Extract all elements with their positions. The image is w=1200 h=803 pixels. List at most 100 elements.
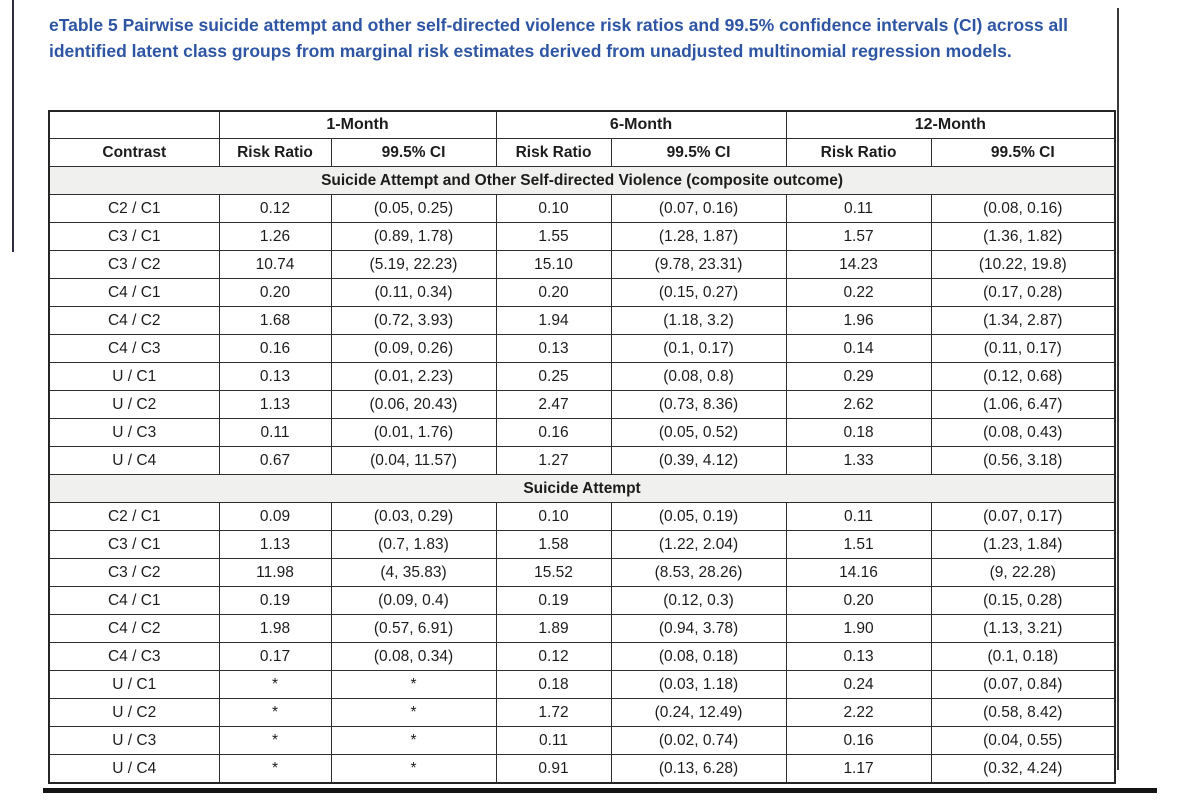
- ci-cell: (0.12, 0.68): [930, 362, 1116, 391]
- ci-cell: (0.7, 1.83): [330, 530, 497, 559]
- table-row: C3 / C2 10.74 (5.19, 22.23) 15.10 (9.78, 23.…: [48, 250, 1116, 279]
- ci-cell: (1.06, 6.47): [930, 390, 1116, 419]
- risk-ratio-cell: 0.11: [218, 418, 332, 447]
- month-header-1: 1-Month: [218, 110, 497, 139]
- risk-ratio-cell: 14.16: [785, 558, 932, 587]
- contrast-cell: U / C4: [48, 754, 220, 784]
- risk-ratio-cell: 1.13: [218, 390, 332, 419]
- risk-ratio-cell: 0.11: [495, 726, 612, 755]
- contrast-cell: C3 / C1: [48, 222, 220, 251]
- risk-ratio-cell: 0.14: [785, 334, 932, 363]
- ci-cell: (0.73, 8.36): [610, 390, 787, 419]
- risk-ratio-cell: *: [218, 726, 332, 755]
- ci-cell: (0.09, 0.26): [330, 334, 497, 363]
- risk-ratio-cell: 0.20: [785, 586, 932, 615]
- risk-ratio-cell: 0.13: [495, 334, 612, 363]
- ci-cell: (0.56, 3.18): [930, 446, 1116, 475]
- contrast-cell: C2 / C1: [48, 502, 220, 531]
- month-header-row: 1-Month 6-Month 12-Month: [48, 110, 1116, 139]
- risk-ratio-cell: 1.58: [495, 530, 612, 559]
- right-margin-line: [1117, 8, 1119, 770]
- ci-cell: (0.12, 0.3): [610, 586, 787, 615]
- table-row: U / C3 0.11 (0.01, 1.76) 0.16 (0.05, 0.52) 0.…: [48, 418, 1116, 447]
- left-margin-line: [12, 0, 14, 252]
- table-row: U / C1 0.13 (0.01, 2.23) 0.25 (0.08, 0.8) 0.2…: [48, 362, 1116, 391]
- risk-ratio-cell: *: [218, 698, 332, 727]
- ci-cell: (9, 22.28): [930, 558, 1116, 587]
- ci-cell: (0.08, 0.18): [610, 642, 787, 671]
- risk-ratio-cell: 15.52: [495, 558, 612, 587]
- ci-cell: (9.78, 23.31): [610, 250, 787, 279]
- table-row: C3 / C1 1.26 (0.89, 1.78) 1.55 (1.28, 1.87) 1…: [48, 222, 1116, 251]
- ci-cell: (1.18, 3.2): [610, 306, 787, 335]
- table-row: C4 / C1 0.20 (0.11, 0.34) 0.20 (0.15, 0.27) 0…: [48, 278, 1116, 307]
- table-row: C4 / C2 1.98 (0.57, 6.91) 1.89 (0.94, 3.78) 1…: [48, 614, 1116, 643]
- risk-ratio-cell: 0.18: [785, 418, 932, 447]
- ci-cell: (10.22, 19.8): [930, 250, 1116, 279]
- ci-cell: (0.15, 0.27): [610, 278, 787, 307]
- ci-cell: (0.1, 0.17): [610, 334, 787, 363]
- risk-ratio-cell: 0.19: [218, 586, 332, 615]
- risk-ratio-cell: 0.16: [785, 726, 932, 755]
- month-header-12: 12-Month: [785, 110, 1116, 139]
- ci-cell: (4, 35.83): [330, 558, 497, 587]
- ci-cell: (0.13, 6.28): [610, 754, 787, 784]
- risk-ratio-cell: 1.98: [218, 614, 332, 643]
- risk-ratio-header: Risk Ratio: [218, 138, 332, 167]
- risk-ratio-cell: *: [218, 670, 332, 699]
- ci-cell: (0.58, 8.42): [930, 698, 1116, 727]
- risk-ratio-cell: 0.13: [218, 362, 332, 391]
- ci-cell: (0.07, 0.16): [610, 194, 787, 223]
- risk-ratio-cell: 0.24: [785, 670, 932, 699]
- ci-cell: (0.04, 11.57): [330, 446, 497, 475]
- ci-cell: (0.1, 0.18): [930, 642, 1116, 671]
- ci-cell: *: [330, 698, 497, 727]
- contrast-cell: C3 / C1: [48, 530, 220, 559]
- risk-ratio-cell: 1.72: [495, 698, 612, 727]
- risk-ratio-cell: 1.89: [495, 614, 612, 643]
- ci-cell: *: [330, 670, 497, 699]
- contrast-cell: C4 / C2: [48, 306, 220, 335]
- contrast-cell: C4 / C1: [48, 586, 220, 615]
- risk-ratio-cell: 1.57: [785, 222, 932, 251]
- ci-cell: (1.22, 2.04): [610, 530, 787, 559]
- ci-cell: (0.08, 0.43): [930, 418, 1116, 447]
- ci-cell: (0.39, 4.12): [610, 446, 787, 475]
- ci-cell: (1.13, 3.21): [930, 614, 1116, 643]
- risk-ratio-cell: 0.20: [495, 278, 612, 307]
- ci-header: 99.5% CI: [610, 138, 787, 167]
- ci-cell: (0.03, 1.18): [610, 670, 787, 699]
- ci-cell: (0.11, 0.34): [330, 278, 497, 307]
- risk-ratio-cell: 0.09: [218, 502, 332, 531]
- ci-cell: (0.01, 1.76): [330, 418, 497, 447]
- risk-ratio-cell: 0.25: [495, 362, 612, 391]
- ci-cell: (0.08, 0.8): [610, 362, 787, 391]
- table-row: C4 / C1 0.19 (0.09, 0.4) 0.19 (0.12, 0.3) 0.2…: [48, 586, 1116, 615]
- risk-ratio-cell: 0.17: [218, 642, 332, 671]
- ci-cell: (1.23, 1.84): [930, 530, 1116, 559]
- corner-cell: [48, 110, 220, 139]
- ci-cell: (0.11, 0.17): [930, 334, 1116, 363]
- column-header-row: Contrast Risk Ratio 99.5% CI Risk Ratio …: [48, 138, 1116, 167]
- risk-ratio-cell: 0.16: [218, 334, 332, 363]
- ci-cell: *: [330, 726, 497, 755]
- risk-ratio-cell: 0.12: [495, 642, 612, 671]
- ci-cell: (0.08, 0.34): [330, 642, 497, 671]
- risk-ratio-cell: 0.13: [785, 642, 932, 671]
- contrast-cell: U / C2: [48, 390, 220, 419]
- ci-cell: (0.17, 0.28): [930, 278, 1116, 307]
- ci-cell: (0.02, 0.74): [610, 726, 787, 755]
- risk-ratio-cell: 1.33: [785, 446, 932, 475]
- risk-ratio-cell: 2.22: [785, 698, 932, 727]
- risk-ratio-header: Risk Ratio: [785, 138, 932, 167]
- risk-ratio-cell: 1.94: [495, 306, 612, 335]
- risk-ratio-cell: 2.62: [785, 390, 932, 419]
- risk-ratio-cell: 11.98: [218, 558, 332, 587]
- contrast-header: Contrast: [48, 138, 220, 167]
- risk-ratio-cell: 1.26: [218, 222, 332, 251]
- ci-header: 99.5% CI: [330, 138, 497, 167]
- ci-cell: (0.24, 12.49): [610, 698, 787, 727]
- contrast-cell: U / C1: [48, 362, 220, 391]
- table-row: U / C2 1.13 (0.06, 20.43) 2.47 (0.73, 8.36) 2…: [48, 390, 1116, 419]
- risk-ratio-cell: 0.20: [218, 278, 332, 307]
